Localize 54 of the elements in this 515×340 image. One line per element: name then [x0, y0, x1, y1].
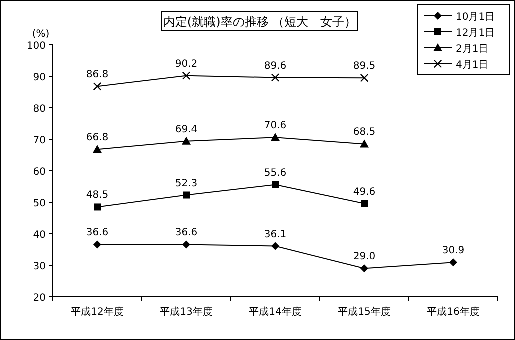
legend-label: 4月1日: [456, 60, 489, 71]
point: [93, 145, 102, 154]
legend-label: 2月1日: [456, 44, 489, 55]
x-tick-label: 平成14年度: [249, 306, 302, 318]
data-label: 90.2: [175, 58, 198, 70]
x-tick-label: 平成13年度: [160, 306, 213, 318]
y-tick-label: 100: [26, 41, 46, 52]
point: [450, 258, 458, 267]
point: [271, 133, 280, 142]
data-label: 69.4: [175, 124, 198, 136]
data-label: 68.5: [353, 127, 376, 138]
x-tick-label: 平成12年度: [71, 306, 124, 318]
y-tick-label: 90: [33, 72, 46, 84]
y-tick-label: 30: [33, 262, 46, 272]
point: [272, 242, 280, 250]
point: [182, 136, 191, 145]
legend-label: 12月1日: [456, 28, 496, 39]
y-axis-title: (%): [32, 29, 50, 40]
data-label: 52.3: [175, 178, 198, 190]
data-label: 66.8: [86, 132, 109, 144]
data-label: 36.6: [175, 228, 198, 239]
data-label: 70.6: [264, 120, 287, 132]
y-tick-label: 20: [33, 293, 46, 304]
y-tick-label: 80: [33, 104, 46, 115]
data-label: 36.1: [264, 229, 287, 240]
data-label: 36.6: [86, 228, 109, 239]
point: [272, 74, 280, 82]
data-label: 29.0: [353, 252, 376, 263]
point: [361, 200, 368, 208]
chart-title: 内定(就職)率の推移 （短大 女子）: [163, 15, 357, 29]
point: [360, 74, 368, 82]
point: [94, 240, 102, 249]
point: [94, 82, 102, 91]
data-label: 89.6: [264, 60, 287, 72]
x-tick-label: 平成15年度: [338, 306, 391, 318]
point: [94, 204, 101, 211]
point: [360, 264, 368, 273]
point: [272, 181, 279, 188]
point: [182, 240, 190, 249]
y-tick-label: 40: [33, 230, 46, 241]
point: [182, 72, 190, 80]
x-tick-label: 平成16年度: [427, 306, 480, 318]
data-label: 49.6: [353, 186, 376, 198]
data-label: 55.6: [264, 168, 287, 179]
point: [183, 192, 190, 199]
y-tick-label: 70: [33, 136, 46, 146]
y-tick-label: 50: [33, 198, 46, 210]
legend-label: 10月1日: [456, 12, 496, 23]
y-tick-label: 60: [33, 167, 46, 178]
data-label: 48.5: [86, 190, 109, 202]
point: [360, 140, 369, 148]
data-label: 89.5: [353, 61, 376, 72]
data-label: 30.9: [442, 246, 465, 257]
data-label: 86.8: [86, 70, 109, 81]
